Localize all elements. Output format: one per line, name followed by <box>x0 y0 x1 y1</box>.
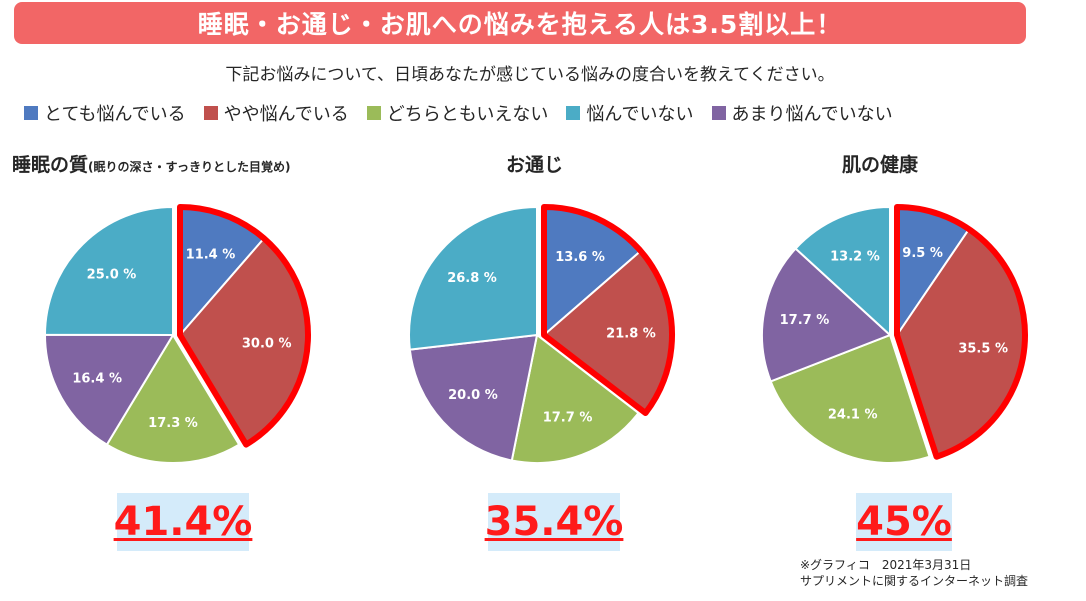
total-value: 35.4% <box>484 499 624 545</box>
chart-title-bowel: お通じ <box>506 150 563 177</box>
chart-title-text: 肌の健康 <box>842 154 919 176</box>
pie-chart-1: 13.6 % 21.8 % 17.7 % 20.0 % 26.8 % <box>408 204 675 464</box>
total-value: 45% <box>856 499 952 545</box>
chart-title-skin: 肌の健康 <box>842 150 918 177</box>
headline-text: 睡眠・お通じ・お肌への悩みを抱える人は3.5割以上！ <box>197 10 843 39</box>
legend-item-somewhat-worried: やや悩んでいる <box>203 100 349 126</box>
source-note: ※グラフィコ 2021年3月31日 サプリメントに関するインターネット調査 <box>800 557 1028 589</box>
chart-title-sleep: 睡眠の質(眠りの深さ・すっきりとした目覚め) <box>12 150 291 177</box>
slice-label: 11.4 % <box>186 247 236 262</box>
legend-swatch <box>711 106 726 120</box>
chart-subtitle: (眠りの深さ・すっきりとした目覚め) <box>88 160 291 174</box>
pie-slice <box>105 333 241 464</box>
slice-label: 25.0 % <box>87 267 137 282</box>
highlight-outline <box>541 204 675 417</box>
slice-label: 13.6 % <box>555 250 605 265</box>
slice-label: 17.3 % <box>148 416 198 431</box>
slice-label: 30.0 % <box>242 337 292 352</box>
slice-label: 17.7 % <box>543 411 593 426</box>
total-box-bowel: 35.4% <box>485 493 623 551</box>
chart-title-text: 睡眠の質 <box>12 154 89 176</box>
total-box-sleep: 41.4% <box>114 493 252 551</box>
legend-swatch <box>24 106 38 120</box>
slice-label: 20.0 % <box>448 388 498 403</box>
legend-label: どちらともいえない <box>386 104 549 125</box>
pie-slice <box>43 205 174 337</box>
pie-slice <box>408 333 539 462</box>
pie-slice <box>510 333 640 464</box>
legend-item-neutral: どちらともいえない <box>366 100 549 126</box>
legend-label: やや悩んでいる <box>223 104 349 125</box>
slice-label: 13.2 % <box>830 249 880 264</box>
legend-item-very-worried: とても悩んでいる <box>24 100 186 126</box>
slice-label: 21.8 % <box>606 326 656 341</box>
pie-slice <box>408 205 538 351</box>
slice-label: 17.7 % <box>780 313 830 328</box>
pie-slice <box>794 205 891 338</box>
slice-label: 26.8 % <box>447 271 497 286</box>
headline-banner: 睡眠・お通じ・お肌への悩みを抱える人は3.5割以上！ <box>14 2 1026 44</box>
chart-title-text: お通じ <box>506 154 564 176</box>
slice-label: 24.1 % <box>828 408 878 423</box>
survey-question: 下記お悩みについて、日頃あなたが感じている悩みの度合いを教えてください。 <box>225 65 835 85</box>
legend-swatch <box>366 106 381 120</box>
legend-swatch <box>203 106 218 120</box>
slice-label: 35.5 % <box>958 341 1008 356</box>
legend: とても悩んでいる やや悩んでいる どちらともいえない 悩んでいない あまり悩んで… <box>24 100 893 126</box>
legend-label: とても悩んでいる <box>44 104 186 125</box>
slice-label: 16.4 % <box>72 372 122 387</box>
pie-slice <box>44 333 175 446</box>
total-box-skin: 45% <box>856 493 952 551</box>
highlight-outline <box>177 204 311 448</box>
total-value: 41.4% <box>113 499 253 545</box>
slice-label: 9.5 % <box>902 246 943 261</box>
legend-swatch <box>566 106 581 120</box>
legend-label: 悩んでいない <box>586 104 694 125</box>
pie-chart-2: 9.5 % 35.5 % 24.1 % 17.7 % 13.2 % <box>761 204 1028 464</box>
source-note-line: サプリメントに関するインターネット調査 <box>800 574 1029 588</box>
highlight-outline <box>894 204 1028 460</box>
source-note-line: ※グラフィコ 2021年3月31日 <box>800 558 972 572</box>
legend-item-not-worried: 悩んでいない <box>566 100 694 126</box>
legend-label: あまり悩んでいない <box>731 104 893 125</box>
pie-slice <box>761 247 892 383</box>
legend-item-rarely-worried: あまり悩んでいない <box>711 100 893 126</box>
pie-chart-0: 11.4 % 30.0 % 17.3 % 16.4 % 25.0 % <box>43 204 311 464</box>
